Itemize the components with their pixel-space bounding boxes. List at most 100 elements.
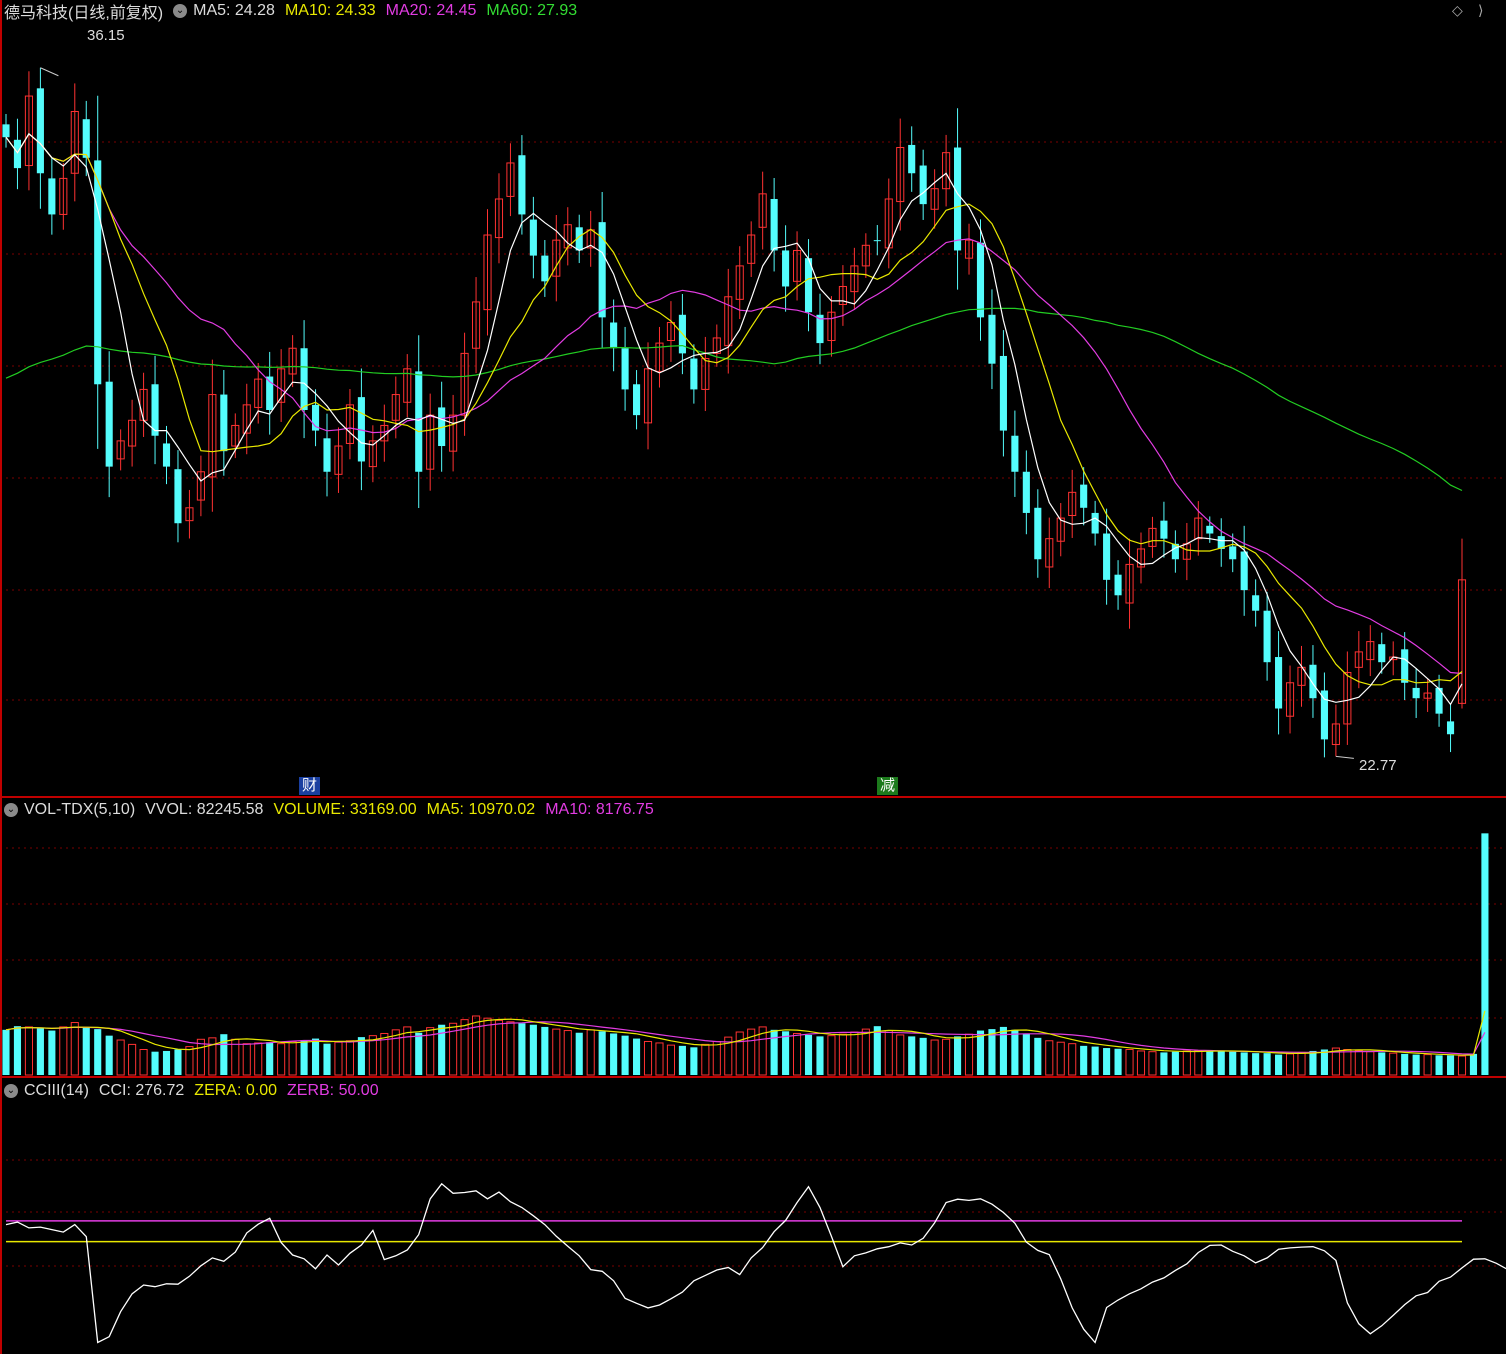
volume-bar-up [666, 1044, 675, 1076]
candle-body-down [632, 384, 641, 416]
volume-bar-up [1457, 1055, 1467, 1076]
candle-body-down [48, 178, 56, 215]
volume-bar-up [563, 1030, 572, 1076]
candle-body-up [242, 404, 251, 434]
cci-line [5, 1182, 1506, 1344]
volume-bar-up [70, 1022, 79, 1076]
candle-body-down [323, 438, 331, 472]
ma10-readout: MA10: 24.33 [284, 2, 376, 19]
candle-body-down [1435, 687, 1443, 714]
volume-bar-down [105, 1035, 113, 1075]
volume-bar-up [59, 1026, 68, 1076]
candle-body-down [575, 227, 583, 251]
moving-average-lines [5, 132, 1463, 706]
volume-bar-down [1114, 1048, 1122, 1075]
vol-indicator-name[interactable]: VOL-TDX(5,10) [24, 801, 136, 818]
candle-body-up [368, 440, 377, 468]
candle-body-up [277, 368, 286, 403]
volume-bar-down [1263, 1053, 1271, 1075]
cci-indicator-name[interactable]: CCIII(14) [24, 1082, 89, 1099]
candle-body-up [231, 424, 240, 447]
candle-body-up [1136, 548, 1146, 568]
candle-body-down [1229, 546, 1237, 560]
volume-bar-up [552, 1028, 561, 1076]
volume-bar-up [1389, 1052, 1398, 1076]
candle-body-down [690, 358, 698, 390]
volume-bar-up [747, 1028, 756, 1076]
volume-bar-up [643, 1040, 653, 1076]
volume-bar-up [208, 1037, 217, 1076]
candle-body-down [1080, 484, 1088, 508]
volume-bar-down [518, 1023, 526, 1075]
volume-bar-up [1068, 1043, 1077, 1076]
candle-body-down [300, 348, 308, 410]
candle-body-down [105, 381, 113, 467]
volume-bar-up [1148, 1051, 1157, 1076]
candle-body-up [1366, 641, 1375, 661]
volume-bar-up [139, 1049, 148, 1076]
volume-bar-up [196, 1038, 205, 1076]
volume-bar-down [1446, 1055, 1455, 1075]
candle-body-up [1045, 538, 1054, 568]
candle-body-up [288, 347, 297, 375]
candle-body-down [782, 250, 790, 287]
candle-body-down [1378, 644, 1386, 663]
candle-body-down [266, 376, 274, 410]
chevron-right-icon[interactable]: ⟩ [1478, 2, 1484, 18]
volume-bar-up [368, 1035, 377, 1076]
candle-body-up [1354, 651, 1363, 668]
volume-legend: ⌄ VOL-TDX(5,10) VVOL: 82245.58 VOLUME: 3… [4, 799, 664, 821]
volume-bar-down [816, 1036, 824, 1075]
volume-bar-down [48, 1030, 56, 1075]
settings-icon[interactable]: ⌄ [173, 4, 188, 18]
volume-bar-up [861, 1028, 870, 1076]
volume-bar-up [1331, 1047, 1340, 1076]
low-pointer [1335, 755, 1354, 759]
volume-bar-down [770, 1029, 778, 1075]
candle-body-up [1068, 491, 1077, 517]
ma60-readout: MA60: 27.93 [486, 2, 578, 19]
volume-bar-up [24, 1026, 33, 1076]
candle-body-down [1103, 533, 1111, 580]
candle-body-up [1285, 682, 1295, 717]
candle-body-down [220, 394, 228, 452]
diamond-icon[interactable]: ◇ [1452, 2, 1463, 18]
stock-title[interactable]: 德马科技(日线,前复权) [4, 5, 164, 22]
cci-settings-icon[interactable]: ⌄ [4, 1084, 18, 1098]
volume-bar-up [403, 1026, 412, 1076]
event-marker-financial[interactable]: 财 [299, 777, 321, 795]
volume-settings-icon[interactable]: ⌄ [4, 803, 18, 817]
candle-body-down [94, 160, 102, 385]
candle-body-up [460, 352, 469, 416]
volume-bar-up [838, 1033, 847, 1076]
volume-bar-down [1252, 1053, 1260, 1075]
volume-bar-down [13, 1026, 22, 1075]
candle-body-down [1263, 610, 1271, 663]
event-marker-reduce[interactable]: 减 [877, 777, 899, 795]
candle-body-down [988, 314, 996, 364]
candle-body-down [1412, 687, 1420, 699]
volume-bar-up [506, 1021, 515, 1076]
volume-bar-down [174, 1049, 182, 1075]
volume-bar-down [1320, 1049, 1328, 1075]
candle-body-up [1423, 692, 1432, 699]
candle-body-down [1275, 657, 1283, 709]
volume-bar-down [988, 1029, 996, 1075]
candle-body-down [1022, 471, 1030, 513]
candle-body-down [610, 322, 618, 349]
cci-readout: CCI: 276.72 [98, 1082, 185, 1099]
candle-body-down [541, 255, 549, 282]
volume-bar-up [1343, 1049, 1352, 1076]
volume-bar-up [426, 1027, 435, 1076]
volume-bar-up [242, 1043, 251, 1076]
candle-body-up [345, 404, 354, 444]
volume-bar-up [896, 1034, 905, 1076]
candle-body-up [494, 198, 504, 239]
candle-body-down [1160, 520, 1168, 539]
volume-bar-down [151, 1051, 159, 1075]
ma10-line [5, 132, 1463, 686]
candle-body-up [701, 358, 710, 390]
candle-body-down [1091, 512, 1099, 534]
